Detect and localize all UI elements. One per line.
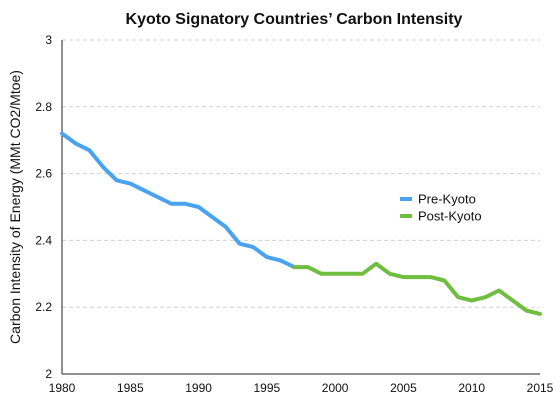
y-tick-label: 2.6 [35,167,52,181]
x-tick-label: 1985 [117,381,144,395]
y-tick-labels: 2 2.2 2.4 2.6 2.8 3 [35,33,52,381]
series-lines [60,131,542,316]
x-tick-label: 2010 [458,381,485,395]
legend: Pre-Kyoto Post-Kyoto [400,192,482,224]
grid-lines [62,39,540,308]
y-tick-label: 3 [45,33,52,47]
series-line-post-kyoto [292,261,542,316]
x-tick-label: 2005 [390,381,417,395]
x-tick-labels: 1980 1985 1990 1995 2000 2005 2010 2015 [49,381,554,395]
y-tick-label: 2.8 [35,100,52,114]
legend-label: Post-Kyoto [418,209,482,224]
y-tick-label: 2.4 [35,233,52,247]
y-tick-label: 2.2 [35,300,52,314]
y-axis-label: Carbon Intensity of Energy (MMt CO2/Mtoe… [7,70,23,344]
x-tick-label: 2015 [527,381,554,395]
x-tick-label: 2000 [322,381,349,395]
series-line-pre-kyoto [60,131,297,270]
x-tick-label: 1995 [254,381,281,395]
legend-label: Pre-Kyoto [418,192,476,207]
x-tick-label: 1990 [185,381,212,395]
y-tick-label: 2 [45,367,52,381]
x-tick-label: 1980 [49,381,76,395]
axes [61,40,540,375]
chart-title: Kyoto Signatory Countries’ Carbon Intens… [126,11,463,28]
